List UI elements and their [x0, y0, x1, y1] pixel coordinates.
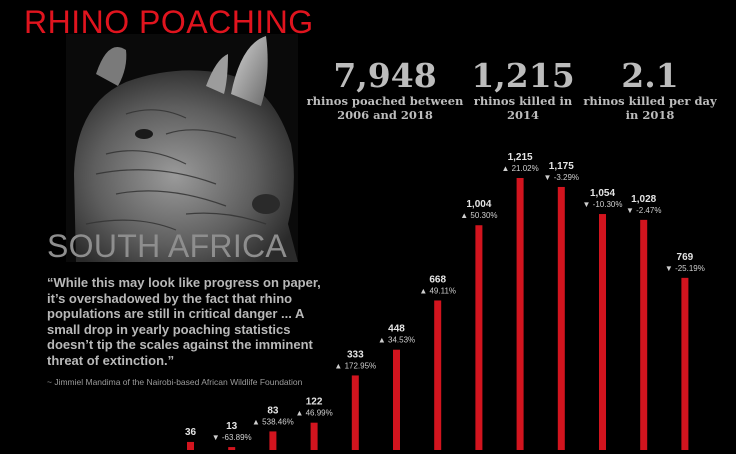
stat-peak-year: 1,215 rhinos killed in 2014 [458, 56, 588, 123]
bar-change-label: ▲ 172.95% [334, 361, 376, 370]
bar-value-label: 1,054 [590, 188, 615, 199]
bar-change-label: ▲ 34.53% [378, 336, 415, 345]
bar-value-label: 1,004 [466, 199, 491, 210]
bar-change-label: ▼ -3.29% [544, 173, 580, 182]
bar-change-label: ▲ 49.11% [419, 286, 456, 295]
bar-change-label: ▲ 46.99% [295, 409, 332, 418]
bar-change-label: ▼ -63.89% [212, 433, 252, 442]
bar-value-label: 36 [185, 427, 197, 438]
stat-per-day-caption-1: rhinos killed per day [583, 94, 717, 108]
bar-value-label: 448 [388, 324, 405, 335]
rhino-photo [66, 34, 298, 262]
bar-value-label: 1,215 [508, 152, 533, 163]
bar-value-label: 1,175 [549, 161, 574, 172]
stat-total-caption-1: rhinos poached between [306, 94, 464, 108]
bar [681, 277, 689, 450]
stat-total-caption-2: 2006 and 2018 [337, 108, 433, 122]
bar [640, 219, 648, 450]
stat-total-poached: 7,948 rhinos poached between 2006 and 20… [300, 56, 470, 123]
bar [516, 178, 524, 450]
stat-total-value: 7,948 [333, 56, 437, 95]
bar-value-label: 13 [226, 421, 238, 432]
bar [351, 375, 359, 450]
bar [434, 300, 442, 450]
bar [187, 441, 194, 450]
bar-value-label: 668 [429, 274, 446, 285]
quote-text: “While this may look like progress on pa… [47, 275, 321, 368]
stat-per-day-caption-2: in 2018 [625, 108, 675, 122]
stat-peak-caption-2: 2014 [506, 108, 539, 122]
bar [228, 447, 236, 450]
bar-value-label: 122 [306, 397, 323, 408]
bar [269, 431, 277, 450]
bar-change-label: ▼ -10.30% [583, 200, 623, 209]
stat-per-day-value: 2.1 [621, 56, 679, 95]
bar-change-label: ▼ -25.19% [665, 264, 705, 273]
stat-peak-value: 1,215 [471, 56, 575, 95]
bar-change-label: ▲ 50.30% [460, 211, 497, 220]
bar [475, 225, 483, 450]
bar [393, 349, 400, 450]
stat-per-day: 2.1 rhinos killed per day in 2018 [578, 56, 722, 123]
bar-value-label: 1,028 [631, 194, 656, 205]
bar [557, 186, 565, 451]
stat-peak-caption-1: rhinos killed in [473, 94, 573, 108]
bar-change-label: ▲ 21.02% [501, 164, 538, 173]
bar-value-label: 769 [677, 252, 694, 263]
bar-change-label: ▲ 538.46% [252, 417, 294, 426]
bar [599, 214, 606, 450]
bar-change-label: ▼ -2.47% [626, 206, 662, 215]
quote-attribution: ~ Jimmiel Mandima of the Nairobi-based A… [47, 377, 303, 387]
bar-value-label: 83 [267, 405, 279, 416]
page-subtitle: SOUTH AFRICA [47, 228, 288, 264]
bar [310, 422, 318, 450]
bar-value-label: 333 [347, 349, 364, 360]
